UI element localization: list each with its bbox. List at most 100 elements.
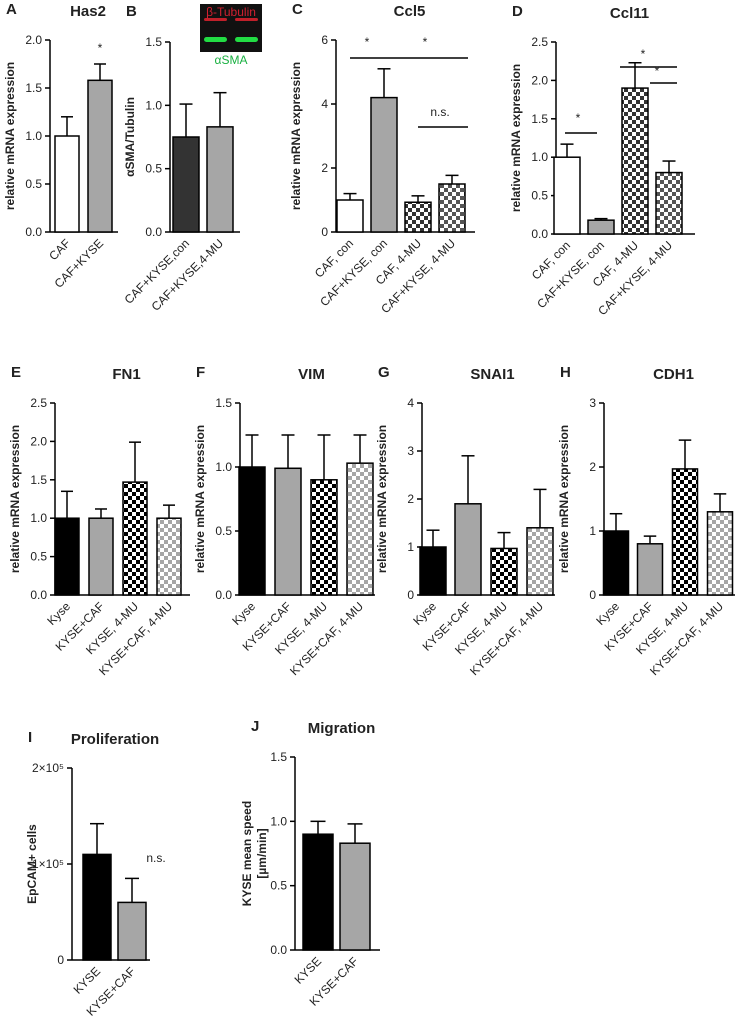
annotation: * — [641, 47, 646, 61]
y-tick-label: 2.0 — [30, 434, 47, 448]
bar — [621, 87, 649, 235]
y-tick-label: 2.0 — [25, 33, 42, 47]
bar — [370, 96, 398, 233]
y-tick-label: 1.0 — [30, 511, 47, 525]
bar — [587, 219, 615, 235]
annotation: * — [423, 35, 428, 49]
y-tick-label: 0.5 — [270, 879, 287, 893]
bar — [156, 517, 182, 596]
annotation: * — [655, 64, 660, 78]
bar — [553, 156, 581, 235]
y-tick-label: 1.5 — [25, 81, 42, 95]
blot-band-green — [235, 37, 258, 42]
blot-band-green — [204, 37, 227, 42]
bar — [419, 546, 447, 596]
y-tick-label: 0 — [407, 588, 414, 602]
x-tick-label: Kyse — [410, 599, 439, 628]
bar — [310, 479, 338, 596]
x-tick-label: KYSE — [71, 964, 104, 997]
x-tick-label: CAF — [46, 236, 73, 263]
y-tick-label: 0.5 — [531, 189, 548, 203]
panel-letter: G — [378, 364, 390, 381]
panel-letter: J — [251, 718, 259, 735]
panel-letter: F — [196, 364, 205, 381]
chart-title: Migration — [308, 720, 376, 737]
y-tick-label: 0.5 — [25, 177, 42, 191]
y-tick-label: 0.0 — [25, 225, 42, 239]
panel-letter: C — [292, 1, 303, 18]
y-tick-label: 0.5 — [145, 162, 162, 176]
bar — [54, 135, 80, 233]
y-tick-label: 1.0 — [270, 814, 287, 828]
blot-band-red — [235, 18, 258, 21]
y-tick-label: 0.0 — [30, 588, 47, 602]
y-tick-label: 1.0 — [145, 98, 162, 112]
y-tick-label: 1.5 — [531, 112, 548, 126]
bar — [172, 136, 200, 233]
chart-title: Proliferation — [71, 731, 159, 748]
y-tick-label: 0 — [321, 225, 328, 239]
annotation: * — [576, 111, 581, 125]
bar — [706, 511, 734, 596]
bar — [526, 527, 554, 596]
bar — [636, 543, 664, 596]
panel-letter: D — [512, 3, 523, 20]
bar — [87, 79, 113, 233]
blot-label: αSMA — [215, 53, 248, 67]
y-tick-label: 6 — [321, 33, 328, 47]
blot-band-red — [204, 18, 227, 21]
bar — [82, 853, 112, 961]
y-axis-label: EpCAM+ cells — [25, 824, 39, 904]
annotation: * — [98, 41, 103, 55]
y-tick-label: 2.5 — [30, 396, 47, 410]
bar — [206, 126, 234, 233]
bar — [404, 201, 432, 233]
y-axis-label: [µm/min] — [255, 828, 269, 878]
bar — [339, 842, 371, 951]
y-axis-label: relative mRNA expression — [557, 425, 571, 573]
x-tick-label: Kyse — [229, 599, 258, 628]
y-axis-label: relative mRNA expression — [3, 62, 17, 210]
y-tick-label: 1.0 — [531, 150, 548, 164]
annotation: * — [365, 35, 370, 49]
y-tick-label: 0.0 — [215, 588, 232, 602]
y-tick-label: 2 — [589, 460, 596, 474]
bar — [336, 199, 364, 233]
y-tick-label: 2.5 — [531, 35, 548, 49]
y-tick-label: 1 — [407, 540, 414, 554]
x-tick-label: Kyse — [44, 599, 73, 628]
y-tick-label: 2 — [321, 161, 328, 175]
y-tick-label: 1×10⁵ — [32, 857, 64, 871]
panel-letter: I — [28, 729, 32, 746]
y-tick-label: 0 — [57, 953, 64, 967]
x-tick-label: Kyse — [593, 599, 622, 628]
y-tick-label: 0.0 — [531, 227, 548, 241]
bar — [88, 517, 114, 596]
y-tick-label: 2 — [407, 492, 414, 506]
bar — [454, 503, 482, 596]
y-axis-label: relative mRNA expression — [375, 425, 389, 573]
y-tick-label: 4 — [407, 396, 414, 410]
y-axis-label: KYSE mean speed — [240, 801, 254, 906]
bar — [346, 462, 374, 596]
bar — [602, 530, 630, 596]
y-tick-label: 1.0 — [215, 460, 232, 474]
bar — [54, 517, 80, 596]
x-tick-label: KYSE — [292, 954, 325, 987]
panel-letter: B — [126, 3, 137, 20]
annotation: n.s. — [146, 851, 165, 865]
y-axis-label: relative mRNA expression — [509, 64, 523, 212]
y-axis-label: relative mRNA expression — [193, 425, 207, 573]
blot-label: β-Tubulin — [206, 5, 256, 19]
bar — [438, 183, 466, 233]
bar — [274, 467, 302, 596]
bar — [671, 468, 699, 596]
y-tick-label: 1.0 — [25, 129, 42, 143]
y-tick-label: 4 — [321, 97, 328, 111]
bar — [117, 901, 147, 961]
bar — [122, 481, 148, 596]
bar — [655, 171, 683, 235]
y-tick-label: 2.0 — [531, 73, 548, 87]
bar — [302, 833, 334, 951]
y-tick-label: 3 — [589, 396, 596, 410]
